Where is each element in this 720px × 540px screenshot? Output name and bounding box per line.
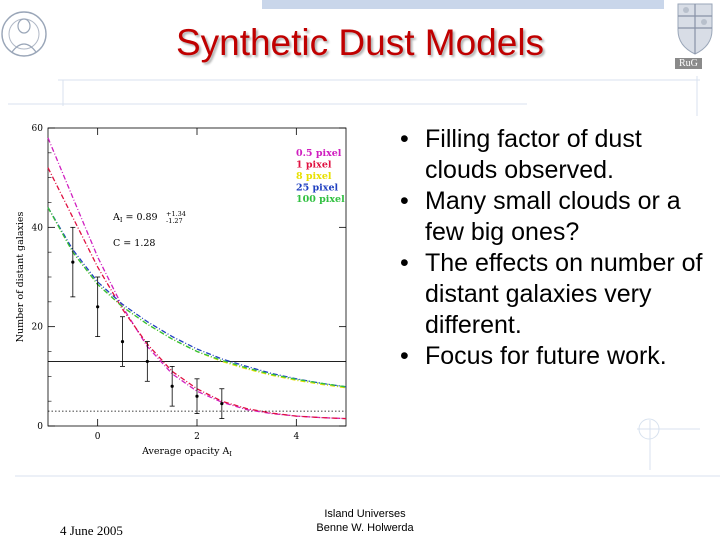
institute-logo [1,11,47,57]
annotation-error-plus: +1.34 [166,210,186,218]
x-axis-label: Average opacity AI [141,446,232,458]
legend-entry: 8 pixel [296,171,332,182]
annotation-c: C = 1.28 [113,238,155,249]
series-line [47,207,347,388]
bullet-item: Many small clouds or a few big ones? [392,186,712,248]
y-tick-label: 0 [37,422,43,432]
data-point [145,359,149,364]
annotation-opacity: AI = 0.89 [112,212,158,224]
bullet-list: Filling factor of dust clouds observed. … [392,124,712,372]
y-tick-label: 40 [32,223,44,233]
slide-title: Synthetic Dust Models [175,22,545,63]
legend-entry: 0.5 pixel [296,148,342,159]
university-crest [677,3,713,55]
annotation-error-minus: -1.27 [166,217,183,225]
legend-entry: 1 pixel [296,160,332,171]
bullet-item: The effects on number of distant galaxie… [392,248,712,341]
x-tick-label: 2 [194,432,200,442]
data-point [195,394,199,398]
series-line [47,207,347,388]
top-bar [262,0,664,9]
y-axis-label: Number of distant galaxies [15,212,26,343]
data-point [120,339,125,344]
data-point [71,260,75,264]
legend-entry: 100 pixel [296,194,345,205]
data-point [96,305,100,309]
crest-caption: RuG [675,58,702,69]
bullet-item: Filling factor of dust clouds observed. [392,124,712,186]
footer-date: 4 June 2005 [60,523,123,538]
footer-center: Island Universes Benne W. Holwerda [300,507,430,535]
data-point [220,402,224,406]
footer-event: Island Universes [324,508,406,520]
y-tick-label: 20 [32,323,44,333]
bullet-item: Focus for future work. [392,341,712,372]
x-tick-label: 4 [293,432,299,442]
series-line [47,207,347,389]
x-tick-label: 0 [95,432,101,442]
y-tick-label: 60 [32,124,44,134]
footer-author: Benne W. Holwerda [316,522,414,534]
data-point [170,384,174,388]
legend-entry: 25 pixel [296,183,338,194]
